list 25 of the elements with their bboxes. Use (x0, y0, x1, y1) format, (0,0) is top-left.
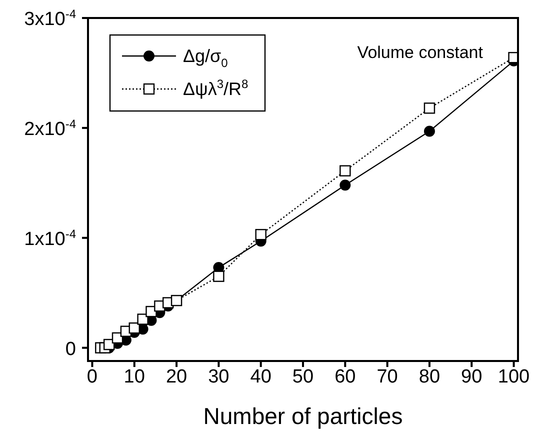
x-tick-label: 60 (334, 366, 356, 388)
point (508, 52, 518, 64)
x-tick-label: 30 (208, 366, 230, 388)
point (424, 102, 436, 114)
point (424, 126, 435, 137)
x-tick-label: 20 (166, 366, 188, 388)
legend-label: Δg/σ$_{0}$ (183, 46, 228, 70)
x-tick-label: 50 (292, 366, 314, 388)
annotation: Volume constant (357, 43, 484, 62)
x-axis-title: Number of particles (203, 403, 403, 429)
x-tick-label: 10 (124, 366, 145, 388)
x-tick-label: 0 (86, 366, 98, 388)
point (128, 322, 140, 334)
x-tick-label: 40 (250, 366, 272, 388)
point (340, 180, 351, 191)
x-tick-label: 100 (498, 366, 530, 388)
y-tick-label: 2x10$^{-4}$ (24, 116, 76, 140)
x-tick-label: 70 (376, 366, 398, 388)
legend-label: Δψλ$^{3}$/R$^{8}$ (183, 77, 249, 99)
y-tick-label: 3x10$^{-4}$ (24, 7, 76, 30)
y-tick-label: 0 (65, 338, 76, 360)
x-tick-label: 80 (418, 366, 440, 388)
x-tick-label: 90 (461, 366, 482, 388)
y-tick-label: 1x10$^{-4}$ (24, 226, 76, 250)
point (255, 228, 266, 240)
